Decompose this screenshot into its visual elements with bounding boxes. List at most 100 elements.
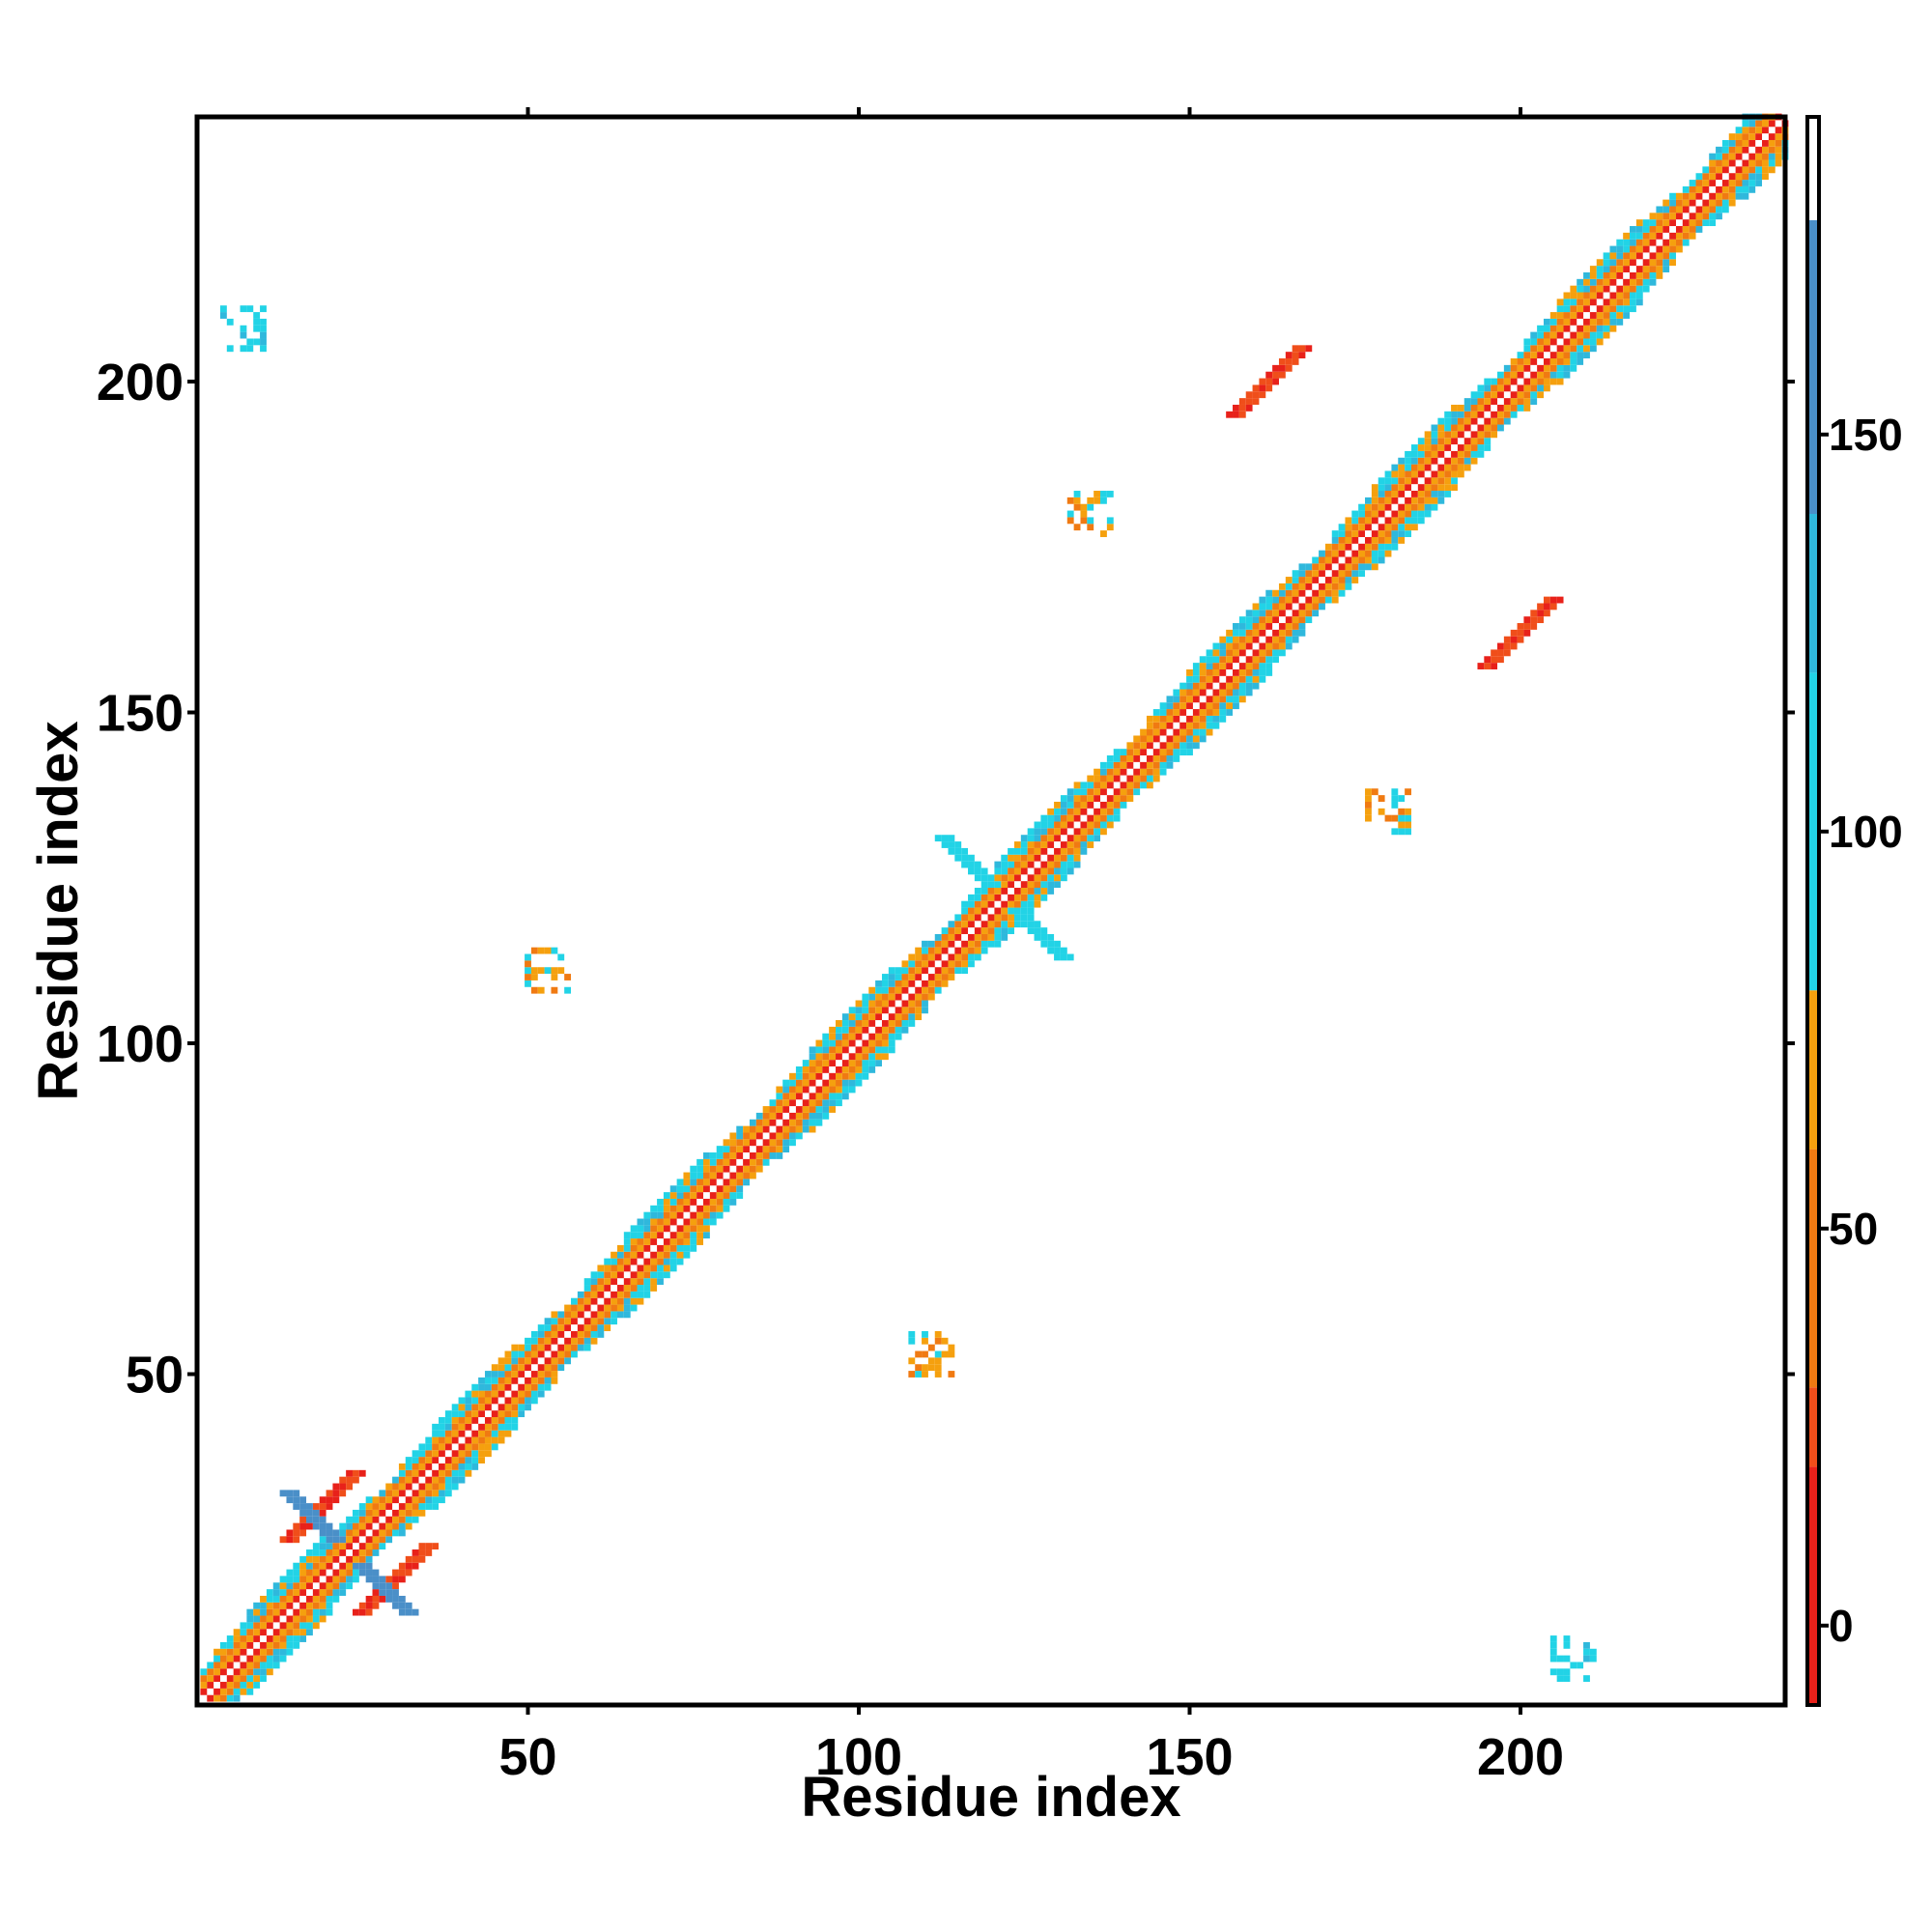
heatmap-cell bbox=[1384, 550, 1392, 557]
heatmap-cell bbox=[279, 1490, 287, 1497]
heatmap-cell bbox=[1378, 530, 1385, 537]
heatmap-cell bbox=[1728, 133, 1736, 140]
heatmap-cell bbox=[1054, 867, 1061, 875]
heatmap-cell bbox=[1391, 484, 1399, 492]
heatmap-cell bbox=[1199, 682, 1207, 690]
heatmap-cell bbox=[564, 1344, 572, 1351]
heatmap-cell bbox=[451, 1469, 459, 1477]
heatmap-cell bbox=[1675, 232, 1683, 240]
heatmap-cell bbox=[444, 1443, 452, 1451]
heatmap-cell bbox=[412, 1555, 419, 1563]
heatmap-cell bbox=[365, 1555, 373, 1563]
heatmap-cell bbox=[1523, 629, 1531, 637]
heatmap-cell bbox=[1517, 364, 1524, 372]
heatmap-cell bbox=[1570, 292, 1577, 299]
heatmap-cell bbox=[1020, 847, 1028, 855]
heatmap-cell bbox=[1451, 438, 1458, 445]
heatmap-cell bbox=[1259, 642, 1266, 650]
heatmap-cell bbox=[815, 1086, 823, 1094]
heatmap-cell bbox=[1100, 761, 1107, 769]
heatmap-cell bbox=[1113, 768, 1121, 776]
heatmap-cell bbox=[895, 993, 902, 1001]
heatmap-cell bbox=[1305, 570, 1313, 578]
heatmap-cell bbox=[1331, 543, 1339, 551]
heatmap-cell bbox=[1589, 278, 1597, 286]
heatmap-cell bbox=[663, 1264, 670, 1272]
heatmap-cell bbox=[425, 1476, 433, 1484]
heatmap-cell bbox=[1212, 663, 1220, 669]
heatmap-cell bbox=[525, 1377, 531, 1384]
heatmap-cell bbox=[1219, 636, 1227, 643]
heatmap-cell bbox=[1543, 378, 1550, 385]
heatmap-cell bbox=[240, 1662, 247, 1669]
heatmap-cell bbox=[789, 1086, 796, 1094]
heatmap-cell bbox=[696, 1185, 704, 1193]
heatmap-cell bbox=[358, 1522, 366, 1530]
heatmap-cell bbox=[1768, 139, 1776, 147]
heatmap-cell bbox=[683, 1244, 691, 1252]
heatmap-cell bbox=[392, 1509, 399, 1517]
heatmap-cell bbox=[868, 1039, 876, 1047]
heatmap-cell bbox=[253, 1668, 261, 1676]
heatmap-cell bbox=[418, 1457, 426, 1463]
heatmap-cell bbox=[240, 1648, 247, 1656]
heatmap-cell bbox=[1378, 503, 1385, 511]
heatmap-cell bbox=[1649, 226, 1657, 233]
heatmap-cell bbox=[1444, 491, 1452, 497]
heatmap-cell bbox=[1259, 384, 1266, 392]
heatmap-cell bbox=[312, 1569, 320, 1577]
heatmap-cell bbox=[544, 1337, 552, 1345]
heatmap-cell bbox=[901, 986, 909, 994]
heatmap-cell bbox=[398, 1608, 406, 1616]
heatmap-cell bbox=[1391, 543, 1399, 551]
heatmap-cell bbox=[1577, 305, 1584, 313]
heatmap-cell bbox=[1721, 146, 1729, 154]
heatmap-cell bbox=[597, 1324, 605, 1331]
heatmap-cell bbox=[219, 1662, 227, 1669]
heatmap-cell bbox=[525, 1357, 531, 1365]
heatmap-cell bbox=[1192, 668, 1200, 676]
heatmap-cell bbox=[398, 1469, 406, 1477]
heatmap-cell bbox=[743, 1125, 750, 1133]
heatmap-cell bbox=[1259, 603, 1266, 611]
heatmap-cell bbox=[1656, 226, 1663, 233]
heatmap-cell bbox=[398, 1576, 406, 1583]
heatmap-cell bbox=[530, 947, 538, 954]
heatmap-cell bbox=[219, 1668, 227, 1676]
heatmap-cell bbox=[451, 1436, 459, 1444]
heatmap-cell bbox=[525, 1350, 531, 1358]
heatmap-cell bbox=[471, 1457, 479, 1463]
heatmap-cell bbox=[974, 894, 981, 901]
heatmap-cell bbox=[815, 1112, 823, 1120]
heatmap-cell bbox=[418, 1469, 426, 1477]
heatmap-cell bbox=[518, 1383, 526, 1391]
heatmap-cell bbox=[484, 1377, 492, 1384]
heatmap-cell bbox=[915, 947, 923, 954]
heatmap-cell bbox=[1047, 940, 1055, 948]
heatmap-cell bbox=[1265, 668, 1273, 676]
heatmap-cell bbox=[1331, 596, 1339, 604]
heatmap-cell bbox=[789, 1132, 796, 1140]
heatmap-cell bbox=[319, 1615, 327, 1623]
heatmap-cell bbox=[246, 1682, 254, 1689]
heatmap-cell bbox=[716, 1185, 724, 1193]
heatmap-cell bbox=[1173, 735, 1180, 743]
heatmap-cell bbox=[1384, 543, 1392, 551]
heatmap-cell bbox=[954, 914, 962, 922]
heatmap-cell bbox=[650, 1278, 658, 1286]
heatmap-cell bbox=[1398, 491, 1406, 497]
heatmap-cell bbox=[1457, 411, 1464, 418]
heatmap-cell bbox=[1398, 808, 1406, 815]
heatmap-cell bbox=[213, 1668, 220, 1676]
heatmap-cell bbox=[1549, 371, 1557, 379]
heatmap-cell bbox=[749, 1158, 756, 1166]
heatmap-cell bbox=[630, 1225, 638, 1233]
heatmap-cell bbox=[372, 1503, 380, 1510]
heatmap-cell bbox=[471, 1436, 479, 1444]
heatmap-cell bbox=[650, 1225, 658, 1233]
heatmap-cell bbox=[312, 1595, 320, 1603]
heatmap-cell bbox=[339, 1476, 347, 1484]
heatmap-cell bbox=[895, 974, 902, 980]
heatmap-cell bbox=[1100, 814, 1107, 822]
heatmap-cell bbox=[1669, 232, 1676, 240]
